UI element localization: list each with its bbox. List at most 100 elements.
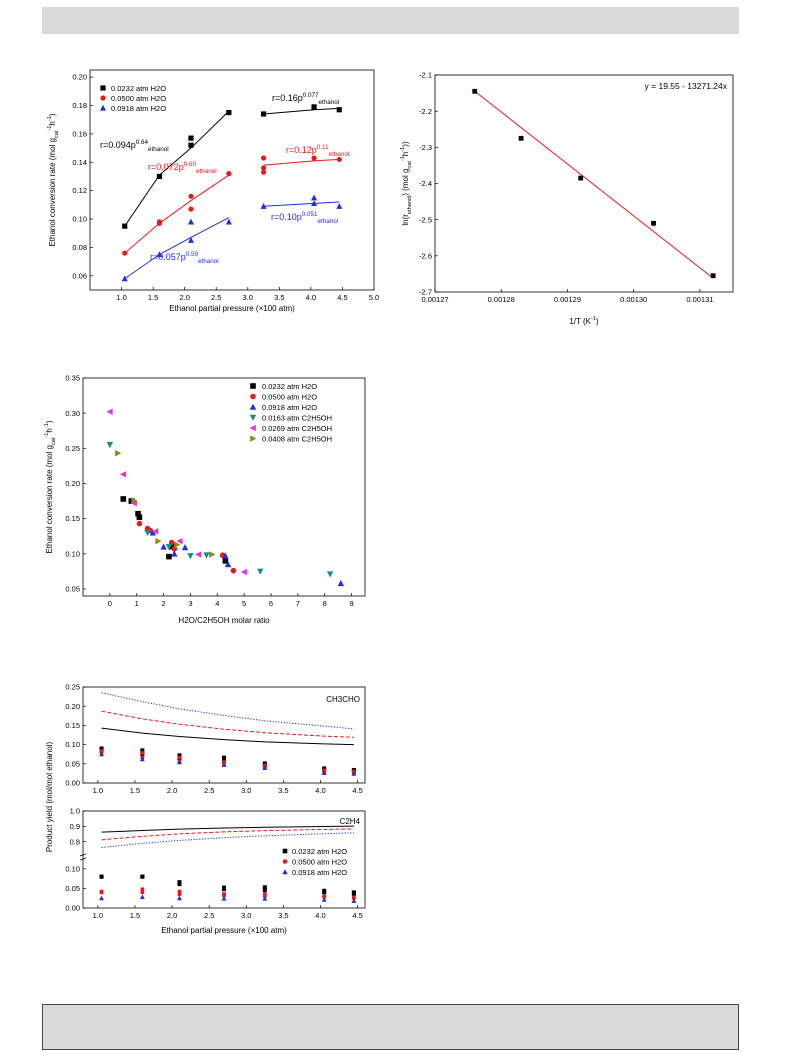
chart3-point-4-2 (130, 499, 137, 507)
chart3-point-1-4 (171, 546, 178, 552)
chart1-point-1-0 (122, 250, 128, 256)
chart1-point-1-2 (156, 219, 163, 225)
chart2-ytick-label: -2.1 (419, 71, 432, 80)
chart3-xtick-label: 4 (215, 599, 219, 608)
chart4-bottom-xtick-label: 4.0 (315, 911, 325, 920)
chart1-xtick-label: 1.0 (116, 293, 126, 302)
chart1-point-1-9 (311, 155, 317, 161)
chart4-legend-label-2: 0.0918 atm H2O (292, 868, 347, 877)
chart4-bottom-point-3-5 (322, 895, 327, 900)
chart2-xlabel-part: ) (596, 317, 599, 326)
chart4-bottom-point-4-2 (177, 895, 182, 901)
chart3-ylabel-part: h (45, 428, 54, 432)
chart1-annotation-2-part: ethanol (196, 168, 217, 175)
chart3-point-2-3 (171, 550, 178, 557)
chart1-xtick-label: 3.5 (274, 293, 284, 302)
chart4-legend-label-0: 0.0232 atm H2O (292, 847, 347, 856)
chart4-top-xtick-label: 3.0 (241, 786, 251, 795)
chart4-bottom-point-4-5 (321, 897, 327, 902)
chart3-point-3-2 (165, 543, 173, 551)
chart3-ytick-label: 0.15 (65, 514, 80, 523)
chart4-bottom-point-3-0 (99, 890, 104, 895)
chart3-xtick-label: 6 (269, 599, 273, 608)
chart4-bottom-ytick-label: 0.9 (70, 822, 80, 831)
top-header-bar (42, 7, 739, 34)
chart4-top-point-4-2 (177, 759, 182, 765)
chart4-bottom-point-4-4 (262, 896, 268, 901)
chart3-xtick-label: 5 (242, 599, 246, 608)
chart4-bottom-point-3-2 (177, 892, 182, 897)
chart3-point-3-6 (326, 571, 334, 578)
chart3-legend-label-3: 0.0163 atm C2H5OH (262, 414, 332, 423)
chart2-xlabel-part: 1/T (K (569, 317, 591, 326)
chart1-ytick-label: 0.18 (72, 101, 87, 110)
chart1-annotation-1: r=0.16p0.077ethanol (272, 92, 339, 106)
chart1-xtick-label: 2.5 (211, 293, 221, 302)
chart3-point-2-1 (149, 529, 157, 536)
chart1-annotation-5: r=0.10p0.051ethanol (271, 211, 338, 225)
chart4-top-ytick-label: 0.20 (65, 702, 80, 711)
chart3-legend-marker-5 (250, 435, 257, 442)
chart1-annotation-0-part: r=0.094p (100, 140, 136, 150)
chart1-point-0-1 (156, 173, 163, 180)
chart1-point-2-1 (156, 251, 163, 258)
chart3-ylabel-part: -1 (44, 433, 50, 438)
chart1-ytick-label: 0.16 (72, 129, 87, 138)
chart4-top-ytick-label: 0.00 (65, 779, 80, 788)
chart3-xtick-label: 2 (161, 599, 165, 608)
chart2-ylabel-part: h (401, 152, 410, 156)
chart3-point-4-5 (195, 551, 202, 558)
chart4-bottom-point-1-4 (262, 887, 267, 892)
chart1-xlabel-part: Ethanol partial pressure (×100 atm) (169, 304, 295, 313)
chart1-ylabel-part: -1 (47, 116, 53, 121)
chart1-point-0-7 (336, 107, 342, 113)
chart1-annotation-5-part: 0.051 (302, 211, 318, 218)
chart3-xlabel-part: H2O/C2H5OH molar ratio (178, 616, 270, 625)
chart4-bottom-point-1-3 (222, 887, 226, 892)
chart1-annotation-3: r=0.12p0.11ethanol (286, 144, 349, 158)
chart1-ytick-label: 0.10 (72, 215, 87, 224)
chart3-ylabel-part: ) (45, 420, 54, 423)
chart2-frame (434, 74, 734, 293)
chart4-legend-marker-1 (282, 859, 288, 864)
chart1-annotation-2: r=0.072p0.60ethanol (148, 161, 217, 175)
chart4-bottom-point-1-5 (322, 890, 327, 895)
chart3-point-4-1 (119, 471, 127, 478)
chart1-annotation-3-part: ethanol (329, 151, 350, 158)
chart1-point-2-4 (225, 218, 232, 225)
chart2-point-1 (518, 135, 524, 141)
chart3-ytick-label: 0.10 (65, 549, 80, 558)
chart-rate-vs-pressure: 1.0 1.5 2.0 2.5 3.0 3.5 4.0 4.5 5.0 0.06 0.08 0.10 0… (47, 69, 379, 313)
chart3-point-4-3 (152, 528, 159, 535)
chart4-bottom-ytick-label: 1.0 (70, 807, 80, 816)
chart3-xtick-label: 3 (188, 599, 192, 608)
chart2-ytick-label: -2.2 (419, 107, 432, 116)
chart4-bottom-point-0-4 (262, 885, 267, 890)
chart4-bottom-point-3-3 (222, 893, 226, 898)
chart1-annotation-0-part: ethanol (148, 146, 169, 153)
chart4-top-xtick-label: 4.0 (315, 786, 325, 795)
chart4-bottom-point-3-6 (351, 896, 356, 901)
chart3-frame (82, 377, 366, 597)
chart3-point-3-4 (203, 552, 210, 559)
chart4-top-point-4-6 (351, 771, 357, 776)
chart4-top-point-4-4 (262, 765, 268, 771)
chart4-top-xtick-label: 2.0 (167, 786, 177, 795)
chart4-bottom-xtick-label: 3.5 (278, 911, 288, 920)
chart1-point-2-6 (311, 194, 318, 201)
chart1-xtick-label: 2.0 (179, 293, 189, 302)
chart3-legend-label-1: 0.0500 atm H2O (262, 393, 317, 402)
chart2-ytick-label: -2.7 (419, 288, 432, 297)
chart3-point-0-4 (166, 553, 172, 560)
chart4-bottom-xtick-label: 1.0 (93, 911, 103, 920)
chart4-top-point-4-0 (99, 751, 104, 757)
chart3-point-0-2 (135, 510, 141, 517)
chart-arrhenius: 0.00127 0.00128 0.00129 0.00130 0.00131 -2.1 -… (400, 71, 734, 326)
chart3-point-3-3 (187, 553, 194, 560)
chart2-ylabel-part: )) (401, 141, 410, 147)
chart1-annotation-5-part: ethanol (318, 218, 339, 225)
chart4-legend-label-1: 0.0500 atm H2O (292, 858, 347, 867)
chart2-ytick-label: -2.4 (419, 179, 432, 188)
chart4-top-point-4-1 (139, 756, 145, 762)
